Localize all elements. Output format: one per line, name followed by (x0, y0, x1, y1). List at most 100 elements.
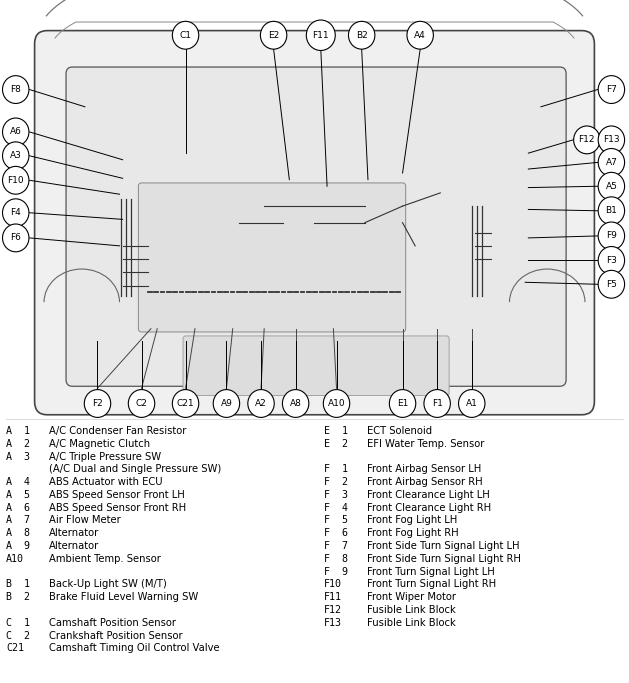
Circle shape (574, 126, 600, 154)
Circle shape (213, 389, 240, 417)
Text: C2: C2 (136, 399, 147, 408)
Text: F10: F10 (324, 579, 342, 589)
Circle shape (260, 21, 287, 49)
Text: Front Clearance Light RH: Front Clearance Light RH (367, 503, 491, 513)
Text: Alternator: Alternator (49, 541, 99, 551)
Text: F  7: F 7 (324, 541, 348, 551)
Text: Fusible Link Block: Fusible Link Block (367, 605, 455, 615)
Text: Camshaft Timing Oil Control Valve: Camshaft Timing Oil Control Valve (49, 643, 220, 654)
Circle shape (3, 76, 29, 103)
Text: (A/C Dual and Single Pressure SW): (A/C Dual and Single Pressure SW) (49, 464, 221, 475)
Text: C1: C1 (179, 31, 192, 40)
Text: A8: A8 (290, 399, 301, 408)
Text: Front Airbag Sensor LH: Front Airbag Sensor LH (367, 464, 481, 475)
Text: B  2: B 2 (6, 592, 30, 602)
Text: A10: A10 (6, 554, 25, 564)
Text: Front Wiper Motor: Front Wiper Motor (367, 592, 455, 602)
Text: A/C Triple Pressure SW: A/C Triple Pressure SW (49, 451, 161, 462)
Text: Crankshaft Position Sensor: Crankshaft Position Sensor (49, 630, 182, 641)
Text: A  8: A 8 (6, 528, 30, 538)
Circle shape (3, 224, 29, 252)
Text: B2: B2 (356, 31, 367, 40)
Text: E  1: E 1 (324, 426, 348, 436)
Text: E  2: E 2 (324, 438, 348, 449)
Text: Fusible Link Block: Fusible Link Block (367, 617, 455, 628)
Text: B  1: B 1 (6, 579, 30, 589)
Text: F5: F5 (606, 280, 617, 289)
Text: F11: F11 (313, 31, 329, 40)
Circle shape (598, 148, 625, 176)
Text: A  6: A 6 (6, 503, 30, 513)
Text: A1: A1 (466, 399, 477, 408)
Circle shape (424, 389, 450, 417)
Text: Brake Fluid Level Warning SW: Brake Fluid Level Warning SW (49, 592, 198, 602)
Circle shape (598, 197, 625, 225)
Circle shape (3, 199, 29, 227)
Text: Camshaft Position Sensor: Camshaft Position Sensor (49, 617, 176, 628)
Text: F2: F2 (92, 399, 103, 408)
Text: A2: A2 (255, 399, 267, 408)
Text: F  3: F 3 (324, 490, 348, 500)
Circle shape (459, 389, 485, 417)
Text: F1: F1 (431, 399, 443, 408)
Text: C  2: C 2 (6, 630, 30, 641)
Text: A  1: A 1 (6, 426, 30, 436)
Text: F13: F13 (603, 135, 620, 144)
Text: A  7: A 7 (6, 516, 30, 525)
Text: ABS Actuator with ECU: ABS Actuator with ECU (49, 477, 163, 487)
Circle shape (407, 21, 433, 49)
Text: F  4: F 4 (324, 503, 348, 513)
Circle shape (84, 389, 111, 417)
Text: F  6: F 6 (324, 528, 348, 538)
Circle shape (598, 247, 625, 275)
Circle shape (248, 389, 274, 417)
Text: A6: A6 (10, 128, 21, 137)
Text: Front Side Turn Signal Light RH: Front Side Turn Signal Light RH (367, 554, 521, 564)
Circle shape (128, 389, 155, 417)
Text: A7: A7 (606, 158, 617, 167)
Text: F4: F4 (10, 208, 21, 217)
Text: F12: F12 (579, 135, 595, 144)
FancyBboxPatch shape (183, 336, 449, 395)
Text: F  8: F 8 (324, 554, 348, 564)
Circle shape (389, 389, 416, 417)
Text: ECT Solenoid: ECT Solenoid (367, 426, 432, 436)
Text: E2: E2 (268, 31, 279, 40)
Text: F10: F10 (8, 176, 24, 185)
Text: F12: F12 (324, 605, 342, 615)
Text: ABS Speed Sensor Front RH: ABS Speed Sensor Front RH (49, 503, 186, 513)
Circle shape (306, 20, 335, 51)
Circle shape (323, 389, 350, 417)
Text: C21: C21 (177, 399, 194, 408)
Circle shape (348, 21, 375, 49)
Text: A10: A10 (328, 399, 345, 408)
Text: Front Airbag Sensor RH: Front Airbag Sensor RH (367, 477, 482, 487)
Text: C  1: C 1 (6, 617, 30, 628)
Circle shape (598, 76, 625, 103)
Text: Alternator: Alternator (49, 528, 99, 538)
Text: A  2: A 2 (6, 438, 30, 449)
Text: Air Flow Meter: Air Flow Meter (49, 516, 121, 525)
Text: A/C Magnetic Clutch: A/C Magnetic Clutch (49, 438, 150, 449)
Text: A  3: A 3 (6, 451, 30, 462)
Text: ABS Speed Sensor Front LH: ABS Speed Sensor Front LH (49, 490, 185, 500)
Text: F6: F6 (10, 234, 21, 242)
Circle shape (282, 389, 309, 417)
Text: F9: F9 (606, 232, 617, 240)
Text: A  5: A 5 (6, 490, 30, 500)
Text: A  4: A 4 (6, 477, 30, 487)
FancyBboxPatch shape (35, 31, 594, 415)
Text: F  2: F 2 (324, 477, 348, 487)
Text: A  9: A 9 (6, 541, 30, 551)
Circle shape (3, 118, 29, 146)
Text: F  9: F 9 (324, 567, 348, 576)
Circle shape (598, 270, 625, 298)
Text: F11: F11 (324, 592, 342, 602)
Text: A9: A9 (221, 399, 232, 408)
Text: A/C Condenser Fan Resistor: A/C Condenser Fan Resistor (49, 426, 186, 436)
Text: A5: A5 (606, 182, 617, 191)
Text: Ambient Temp. Sensor: Ambient Temp. Sensor (49, 554, 161, 564)
Text: Front Fog Light RH: Front Fog Light RH (367, 528, 459, 538)
FancyBboxPatch shape (66, 67, 566, 387)
Circle shape (598, 222, 625, 250)
